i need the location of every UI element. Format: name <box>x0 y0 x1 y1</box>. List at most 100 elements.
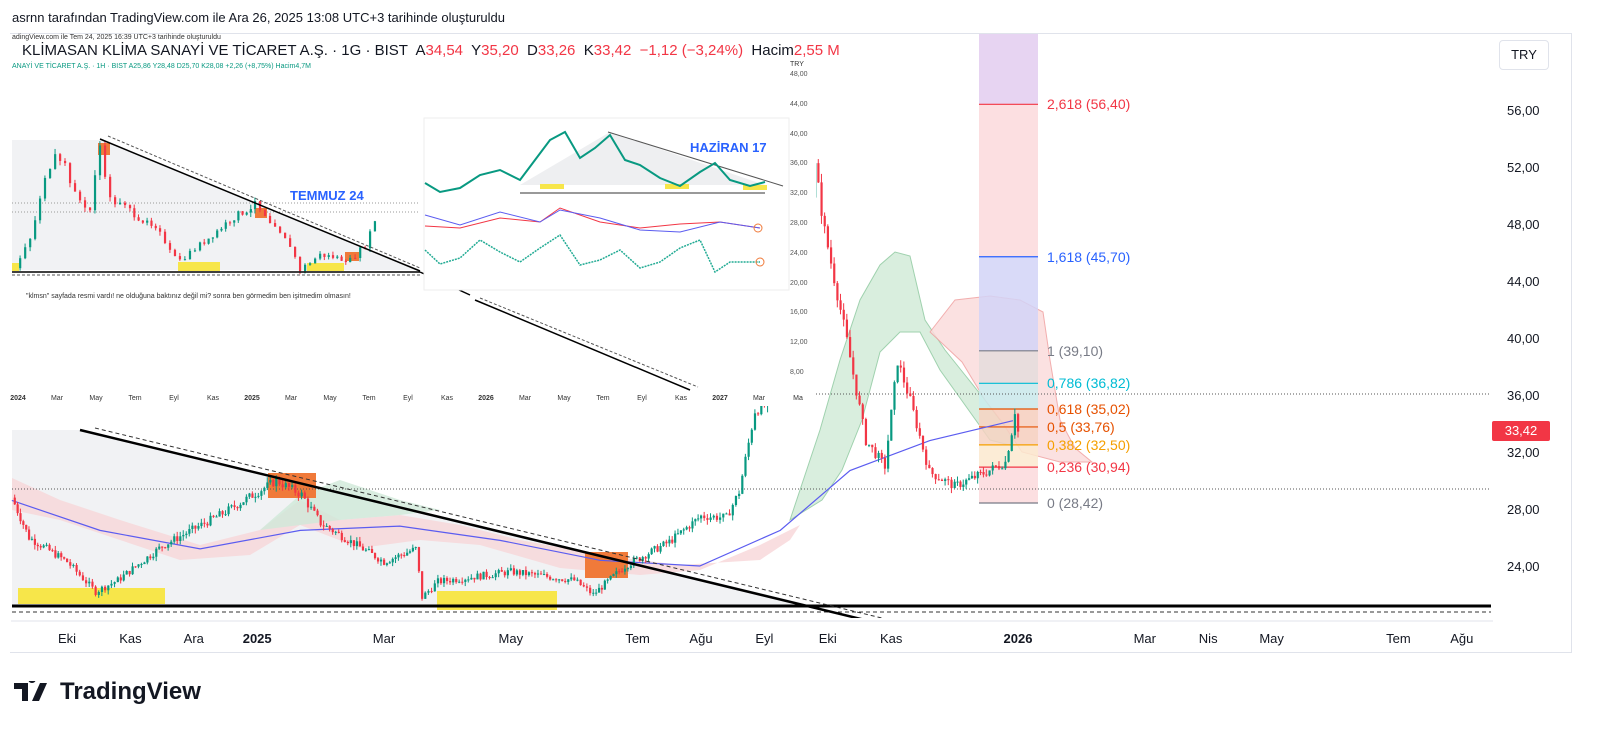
candle <box>39 544 42 551</box>
candle <box>985 469 988 477</box>
candle <box>928 460 931 469</box>
candle <box>719 512 722 524</box>
candle <box>909 387 912 397</box>
candle <box>1013 408 1017 439</box>
candle <box>491 575 494 579</box>
inset-x-tick: May <box>89 395 103 402</box>
fib-zone <box>979 408 1038 427</box>
candle <box>134 566 137 568</box>
candle <box>421 571 424 601</box>
last-price-tag: 33,42 <box>1492 421 1550 441</box>
moving-average-line <box>11 420 1014 567</box>
candle <box>414 546 417 551</box>
candle <box>609 575 612 581</box>
candle <box>100 585 104 597</box>
candle <box>543 569 546 576</box>
candle <box>606 578 609 584</box>
candle <box>104 585 107 593</box>
inset-x-tick: Mar <box>518 395 532 402</box>
fib-zone <box>979 383 1038 409</box>
candle <box>959 480 962 490</box>
candle <box>685 525 688 531</box>
candle <box>476 570 479 580</box>
candle <box>956 476 959 486</box>
candle <box>988 470 991 477</box>
candle <box>294 482 297 496</box>
candle <box>782 372 785 385</box>
candle <box>352 540 356 551</box>
tradingview-logo[interactable]: TradingView <box>14 678 201 706</box>
candle <box>626 567 630 572</box>
candle <box>817 159 820 184</box>
candle <box>641 555 644 564</box>
inset-legend: ANAYİ VE TİCARET A.Ş. · 1H · BIST A25,86… <box>12 63 311 70</box>
candle <box>164 546 167 549</box>
inset-y-tick: 24,00 <box>790 249 808 257</box>
candle <box>512 565 516 576</box>
candle <box>579 579 582 586</box>
candle <box>503 570 506 578</box>
candle <box>810 191 814 229</box>
candle <box>968 474 971 481</box>
symbol-title[interactable]: KLİMASAN KLİMA SANAYİ VE TİCARET A.Ş. · … <box>22 42 408 59</box>
candle <box>671 536 674 545</box>
fib-level-label: 1 (39,10) <box>1047 342 1104 359</box>
candle <box>635 555 638 560</box>
inset-y-tick: 48,00 <box>790 71 808 78</box>
x-axis-tick: May <box>498 631 524 646</box>
y-axis-tick: 28,00 <box>1507 502 1540 517</box>
candle <box>424 591 427 599</box>
candle <box>615 567 618 578</box>
candle <box>461 577 464 585</box>
cloud-left-green <box>260 480 440 530</box>
candle <box>22 519 25 529</box>
candle <box>644 556 647 563</box>
fib-level-label: 0 (28,42) <box>1047 495 1104 511</box>
candle <box>570 573 573 582</box>
candle <box>113 581 116 588</box>
candle <box>167 544 170 551</box>
candle <box>200 518 203 529</box>
candle <box>1007 450 1010 463</box>
candle <box>915 406 918 432</box>
y-axis-tick: 36,00 <box>1507 388 1540 403</box>
candle <box>734 495 738 507</box>
candle <box>868 444 871 448</box>
inset-y-tick: 28,00 <box>790 220 808 227</box>
y-axis-tick: 32,00 <box>1507 445 1540 460</box>
candle <box>400 553 403 559</box>
candle <box>994 465 998 468</box>
x-axis-tick: Eyl <box>755 631 774 646</box>
candle <box>334 530 337 536</box>
inset-y-tick: 12,00 <box>790 339 808 347</box>
candle <box>260 489 263 500</box>
candle <box>467 576 470 583</box>
y-axis-tick: 56,00 <box>1507 103 1540 118</box>
candle <box>230 504 233 509</box>
inset-x-tick: Mar <box>50 395 64 402</box>
candle <box>158 543 161 551</box>
currency-button[interactable]: TRY <box>1499 40 1549 70</box>
candle <box>931 467 934 478</box>
candle <box>203 518 206 528</box>
candle <box>446 576 449 585</box>
candle <box>430 587 433 594</box>
inset-x-tick: Tem <box>128 395 142 402</box>
candle <box>94 585 97 597</box>
candle <box>650 547 653 555</box>
inset-x-tick: Kas <box>206 395 220 402</box>
candle <box>406 548 409 556</box>
candle <box>864 417 868 446</box>
candle <box>776 380 779 400</box>
candle <box>310 501 313 510</box>
candle <box>918 422 921 439</box>
candle <box>722 513 725 522</box>
candle <box>85 576 88 588</box>
candle <box>110 580 113 589</box>
candle <box>592 589 595 597</box>
candle <box>965 478 968 489</box>
fib-level-label: 0,786 (36,82) <box>1047 375 1131 392</box>
candle <box>521 570 525 577</box>
candle <box>527 571 531 577</box>
